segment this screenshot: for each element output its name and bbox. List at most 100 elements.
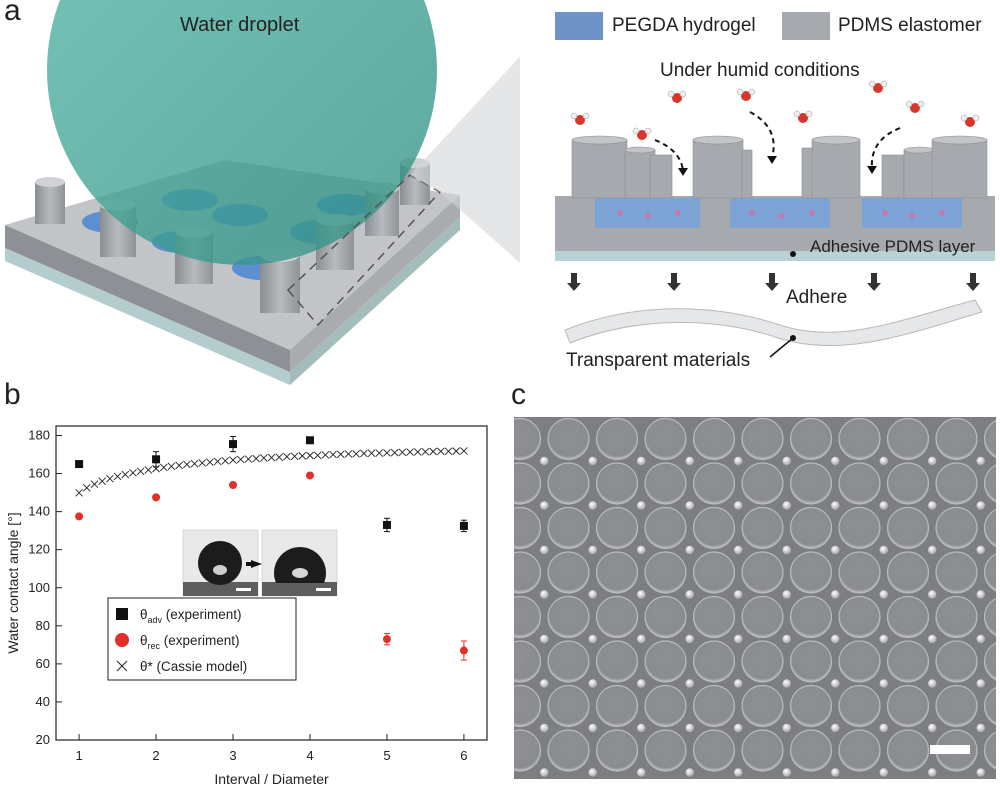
cross-section-pillars [571, 135, 988, 199]
sem-pillar [685, 768, 694, 777]
y-tick-label: 160 [28, 466, 50, 481]
data-point-cassie [336, 450, 345, 459]
sem-well [741, 684, 784, 728]
data-point-cassie [437, 447, 445, 456]
sem-well [789, 462, 833, 505]
sem-pillar [540, 456, 549, 466]
sem-well [547, 729, 590, 772]
data-point-cassie [298, 452, 307, 460]
data-point-cassie [421, 447, 430, 456]
sem-well [692, 462, 736, 505]
data-point-cassie [413, 448, 422, 456]
x-tick-label: 6 [460, 748, 467, 763]
sem-well [935, 551, 978, 594]
sem-well [741, 595, 784, 639]
sem-well [983, 508, 996, 548]
sem-well [935, 462, 978, 505]
sem-pillar [976, 456, 985, 466]
sem-pillar [588, 723, 597, 733]
sem-well [983, 597, 996, 637]
sem-well [547, 417, 590, 461]
sem-pillar [540, 768, 549, 777]
sem-pillar [976, 590, 985, 599]
x-tick-label: 5 [383, 748, 390, 763]
sem-well [789, 551, 833, 594]
scale-bar [930, 745, 970, 754]
data-point-rec [152, 493, 161, 502]
sem-well [514, 551, 542, 594]
sem-well [644, 417, 687, 461]
x-tick-label: 2 [152, 748, 159, 763]
sem-pillar [879, 545, 888, 555]
data-point-cassie [444, 447, 453, 456]
y-tick-label: 180 [28, 428, 50, 443]
adhere-label: Adhere [786, 287, 848, 308]
sem-well [741, 551, 784, 594]
sem-well [644, 640, 687, 683]
sem-pillar [976, 501, 985, 510]
data-point-cassie [229, 456, 237, 464]
data-point-cassie [275, 453, 284, 462]
sem-pillar [685, 456, 694, 466]
sem-pillar [588, 768, 597, 777]
sem-pillar [637, 723, 646, 733]
sem-pillar [540, 501, 549, 510]
water-molecules [570, 80, 980, 140]
data-point-cassie [344, 450, 353, 458]
sem-well [741, 417, 784, 461]
data-point-cassie [375, 449, 384, 457]
sem-pillar [831, 456, 840, 466]
adhere-arrows [567, 273, 980, 291]
y-tick-label: 80 [36, 618, 50, 633]
sem-pillar [928, 768, 937, 777]
data-point-cassie [144, 466, 153, 474]
sem-well [789, 684, 833, 728]
sem-well [838, 595, 881, 639]
data-point-adv [229, 440, 238, 449]
sem-pillar [540, 590, 549, 599]
sem-pillar [976, 679, 985, 688]
sem-well [595, 506, 639, 550]
sem-pillar [831, 590, 840, 599]
sem-pillar [782, 590, 791, 599]
legend-marker-rec [115, 633, 129, 647]
data-point-adv [382, 520, 391, 529]
x-tick-label: 1 [75, 748, 82, 763]
sem-pillar [734, 456, 743, 466]
sem-pillar [685, 590, 694, 599]
sem-pillar [831, 679, 840, 688]
sem-pillar [879, 768, 888, 777]
sem-pillar [879, 501, 888, 510]
sem-well [789, 595, 833, 639]
sem-pillar [928, 679, 937, 688]
sem-well [886, 640, 930, 683]
data-point-cassie [82, 484, 91, 492]
sem-well [547, 551, 590, 594]
droplet-inset-photos [182, 529, 338, 597]
sem-well [935, 417, 978, 461]
sem-well [514, 462, 542, 505]
sem-pillar [976, 634, 985, 644]
sem-well [838, 506, 881, 550]
data-point-cassie [306, 451, 314, 460]
sem-well [644, 462, 687, 505]
legend-label: θ* (Cassie model) [140, 659, 247, 674]
water-droplet [47, 0, 437, 265]
panel-a-illustration [5, 0, 520, 385]
sem-pillar [540, 679, 549, 688]
sem-pillar [831, 634, 840, 644]
data-point-cassie [129, 468, 137, 477]
sem-pillar [879, 723, 888, 733]
humid-conditions-label: Under humid conditions [660, 60, 860, 81]
data-point-adv [459, 521, 468, 530]
film-pointer-line [769, 337, 794, 358]
sem-well [838, 684, 881, 728]
sem-well [886, 729, 930, 772]
data-point-rec [75, 512, 84, 521]
y-axis-label: Water contact angle [°] [5, 512, 21, 653]
data-point-cassie [121, 470, 130, 479]
sem-well [547, 640, 590, 683]
sem-well [789, 640, 833, 683]
sem-well [983, 419, 996, 459]
data-point-cassie [406, 448, 414, 456]
